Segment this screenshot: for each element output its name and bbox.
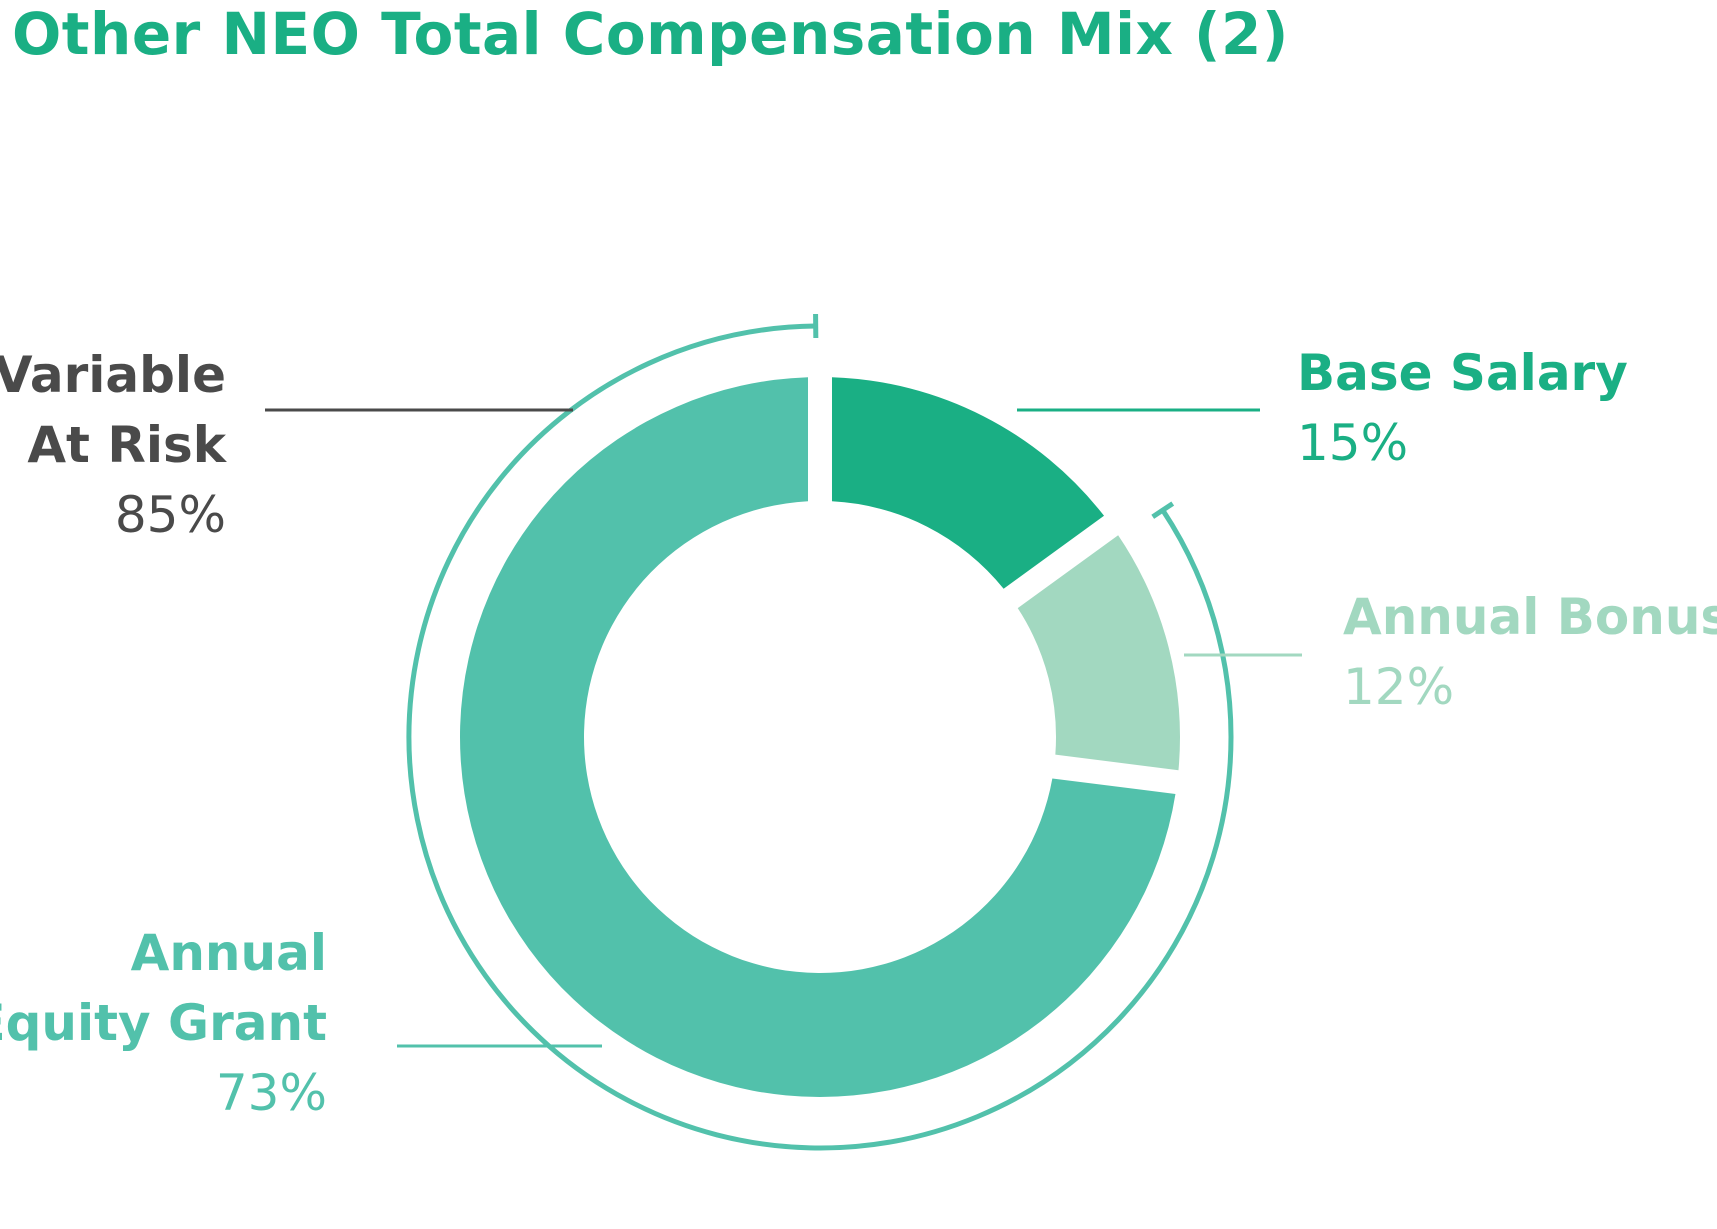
label-equity-line2: Equity Grant xyxy=(0,994,327,1052)
slice-base-salary xyxy=(831,377,1105,589)
label-bonus-line1: Annual Bonus xyxy=(1343,588,1717,646)
bracket-arc xyxy=(406,323,1234,1151)
label-equity-pct: 73% xyxy=(215,1064,327,1122)
label-bonus-pct: 12% xyxy=(1343,658,1455,716)
label-base-pct: 15% xyxy=(1297,414,1409,472)
slice-annual-equity-grant xyxy=(460,377,1176,1098)
variable-at-risk-bracket xyxy=(406,313,1234,1151)
label-variable-at-risk: Variable At Risk 85% xyxy=(0,340,226,550)
chart-title: Other NEO Total Compensation Mix (2) xyxy=(12,0,1289,68)
label-variable-line2: At Risk xyxy=(27,416,226,474)
label-equity-line1: Annual xyxy=(130,924,327,982)
label-annual-equity-grant: Annual Equity Grant 73% xyxy=(0,918,327,1128)
donut-slices xyxy=(460,377,1180,1098)
bracket-cap-start xyxy=(1151,501,1175,519)
label-base-line1: Base Salary xyxy=(1297,344,1628,402)
label-base-salary: Base Salary 15% xyxy=(1297,338,1628,478)
leader-lines xyxy=(265,408,1302,1048)
slice-annual-bonus xyxy=(1017,535,1180,771)
label-variable-line1: Variable xyxy=(0,346,226,404)
label-variable-pct: 85% xyxy=(114,486,226,544)
label-annual-bonus: Annual Bonus 12% xyxy=(1343,582,1717,722)
